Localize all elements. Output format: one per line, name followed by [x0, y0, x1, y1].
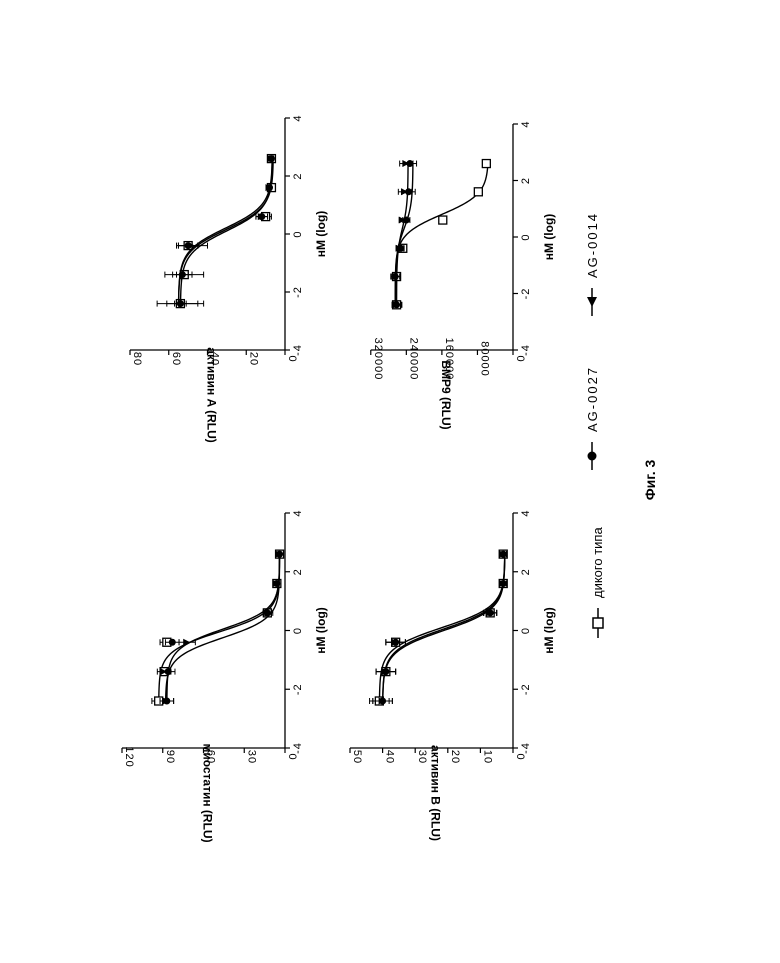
series-curve — [166, 554, 280, 701]
x-axis-title: нМ (log) — [542, 214, 556, 261]
chart-panel: -4-2024080000160000240000320000нМ (log)B… — [371, 120, 556, 429]
y-axis-title: BMP9 (RLU) — [439, 360, 453, 429]
series-filled-triangle — [373, 551, 507, 705]
y-tick-label: 0 — [514, 753, 526, 760]
x-axis-title: нМ (log) — [314, 211, 328, 258]
x-tick-label: -2 — [520, 288, 532, 300]
y-axis-title: активин B (RLU) — [429, 745, 443, 841]
x-tick-label: -4 — [292, 344, 304, 356]
series-curve — [181, 159, 273, 304]
y-tick-label: 240000 — [407, 338, 419, 381]
y-tick-label: 80 — [131, 352, 143, 366]
series-curve — [159, 554, 280, 701]
y-tick-label: 120 — [123, 746, 135, 767]
y-tick-label: 80000 — [478, 341, 490, 377]
y-tick-label: 30 — [416, 750, 428, 764]
x-tick-label: 4 — [292, 114, 304, 121]
x-tick-label: 4 — [292, 509, 304, 516]
series-curve — [379, 554, 504, 701]
legend-item-ag-0014: AG-0014 — [585, 212, 600, 316]
legend: дикого типа AG-0027 AG-0014 — [585, 212, 605, 638]
x-tick-label: -4 — [520, 742, 532, 754]
x-tick-label: 2 — [520, 177, 532, 184]
y-tick-label: 30 — [245, 750, 257, 764]
y-tick-label: 10 — [481, 750, 493, 764]
chart-panel: -4-20240306090120нМ (log)миостатин (RLU) — [122, 509, 328, 842]
legend-item-ag-0027: AG-0027 — [585, 366, 600, 470]
x-tick-label: 2 — [520, 568, 532, 575]
x-tick-label: 0 — [520, 233, 532, 240]
x-axis-title: нМ (log) — [314, 607, 328, 654]
x-tick-label: 4 — [520, 120, 532, 127]
series-open-square — [392, 160, 490, 309]
series-curve — [167, 554, 280, 701]
data-point-circle — [169, 639, 176, 646]
x-tick-label: -2 — [292, 286, 304, 298]
data-point-square — [474, 188, 482, 196]
x-tick-label: 2 — [292, 568, 304, 575]
x-tick-label: 2 — [292, 172, 304, 179]
legend-label: AG-0014 — [585, 212, 600, 278]
y-tick-label: 20 — [247, 352, 259, 366]
x-tick-label: 0 — [520, 627, 532, 634]
y-tick-label: 40 — [384, 750, 396, 764]
legend-item-wild-type: дикого типа — [590, 527, 605, 638]
figure-caption: Фиг. 3 — [642, 460, 658, 501]
y-tick-label: 0 — [514, 355, 526, 362]
x-tick-label: -4 — [292, 742, 304, 754]
x-tick-label: 0 — [292, 627, 304, 634]
series-filled-circle — [373, 551, 507, 705]
y-tick-label: 50 — [351, 750, 363, 764]
filled-circle-icon — [588, 452, 597, 461]
x-tick-label: 0 — [292, 230, 304, 237]
data-point-square — [482, 160, 490, 168]
legend-label: дикого типа — [590, 527, 605, 598]
x-tick-label: -2 — [292, 683, 304, 695]
y-axis-title: миостатин (RLU) — [201, 743, 215, 842]
x-axis-title: нМ (log) — [542, 607, 556, 654]
y-tick-label: 90 — [164, 750, 176, 764]
legend-label: AG-0027 — [585, 366, 600, 432]
series-open-square — [370, 550, 508, 705]
charts-group: -4-20240306090120нМ (log)миостатин (RLU)… — [122, 114, 556, 842]
chart-panel: -4-202401020304050нМ (log)активин B (RLU… — [350, 509, 556, 841]
y-tick-label: 0 — [286, 355, 298, 362]
y-tick-label: 0 — [286, 753, 298, 760]
x-tick-label: -4 — [520, 344, 532, 356]
x-tick-label: -2 — [520, 683, 532, 695]
chart-panel: -4-2024020406080нМ (log)активин A (RLU) — [130, 114, 328, 442]
x-tick-label: 4 — [520, 509, 532, 516]
series-filled-triangle — [157, 551, 282, 705]
series-open-square — [152, 550, 284, 705]
y-tick-label: 60 — [170, 352, 182, 366]
data-point-square — [439, 216, 447, 224]
series-filled-circle — [160, 551, 283, 705]
series-curve — [395, 164, 413, 305]
series-curve — [395, 164, 488, 305]
open-square-icon — [593, 618, 603, 628]
y-tick-label: 20 — [449, 750, 461, 764]
y-tick-label: 320000 — [372, 338, 384, 381]
y-axis-title: активин A (RLU) — [205, 347, 219, 442]
filled-triangle-icon — [587, 297, 597, 307]
series-filled-circle — [157, 155, 275, 307]
